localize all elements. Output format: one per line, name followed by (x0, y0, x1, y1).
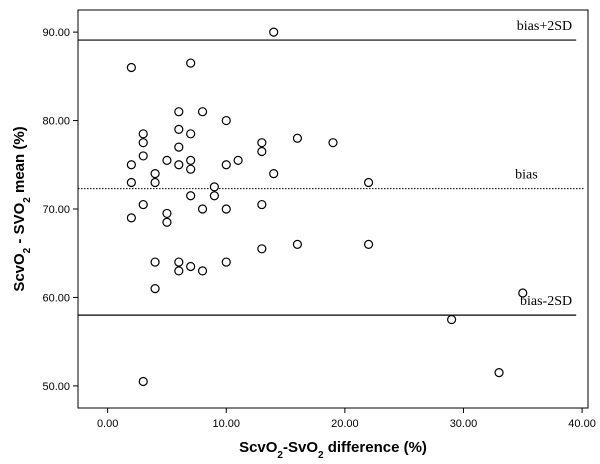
data-point (174, 142, 184, 152)
data-point (257, 138, 267, 148)
data-point (174, 257, 184, 267)
data-point (363, 239, 374, 249)
x-axis-ticks: 0.00 10.00 20.00 30.00 40.00 (97, 408, 596, 430)
data-point (174, 160, 184, 170)
data-point (174, 124, 184, 134)
reference-lines: bias+2SD bias bias-2SD (78, 19, 585, 316)
data-point (174, 107, 184, 117)
data-point (150, 169, 160, 179)
y-tick-label: 80.00 (42, 116, 70, 128)
data-point (197, 266, 208, 276)
data-point (257, 244, 267, 254)
data-point (150, 177, 160, 188)
data-point (162, 208, 172, 219)
x-tick-label: 10.00 (212, 418, 240, 430)
y-axis-title: ScvO2 - SVO2 mean (%) (11, 126, 33, 291)
data-point (221, 115, 231, 126)
data-point (138, 151, 148, 161)
data-point (197, 204, 208, 214)
data-point (138, 138, 148, 148)
data-point (138, 129, 148, 139)
data-point (138, 376, 148, 387)
data-point (269, 27, 279, 37)
data-point (186, 155, 196, 165)
data-point (328, 138, 338, 148)
x-tick-label: 20.00 (331, 418, 359, 430)
data-point (292, 239, 303, 249)
x-tick-label: 40.00 (568, 418, 596, 430)
data-point (186, 58, 196, 68)
x-tick-label: 0.00 (97, 418, 118, 430)
y-tick-label: 70.00 (42, 204, 70, 216)
data-point (363, 177, 374, 188)
data-point (162, 155, 172, 165)
data-point (257, 146, 267, 157)
data-point (150, 284, 160, 294)
data-point (518, 288, 528, 298)
data-point (233, 155, 243, 165)
reference-line-label-1: bias (515, 168, 538, 183)
data-point (197, 107, 208, 117)
data-point (186, 261, 196, 272)
x-tick-label: 30.00 (450, 418, 478, 430)
y-axis-ticks: 50.00 60.00 70.00 80.00 90.00 (42, 27, 78, 393)
data-point (269, 169, 279, 179)
data-point (221, 204, 231, 214)
reference-line-label-2: bias-2SD (520, 294, 572, 309)
data-point (221, 257, 231, 267)
data-point (447, 314, 457, 325)
data-points (126, 27, 528, 387)
data-point (494, 368, 504, 378)
data-point (174, 266, 184, 276)
data-point (126, 213, 136, 223)
x-axis-title: ScvO2-SvO2 difference (%) (239, 439, 427, 461)
reference-line-label-0: bias+2SD (517, 19, 572, 34)
y-tick-label: 50.00 (42, 381, 70, 393)
data-point (186, 129, 196, 139)
data-point (126, 62, 136, 73)
data-point (138, 199, 148, 210)
y-tick-label: 90.00 (42, 27, 70, 39)
data-point (126, 160, 136, 170)
data-point (292, 133, 303, 143)
data-point (150, 257, 160, 267)
data-point (186, 164, 196, 174)
data-point (209, 182, 219, 192)
data-point (162, 217, 172, 227)
data-point (257, 199, 267, 210)
data-point (209, 191, 219, 201)
plot-frame (77, 9, 589, 409)
data-point (221, 160, 231, 170)
y-tick-label: 60.00 (42, 292, 70, 304)
data-point (186, 191, 196, 201)
data-point (126, 177, 136, 188)
